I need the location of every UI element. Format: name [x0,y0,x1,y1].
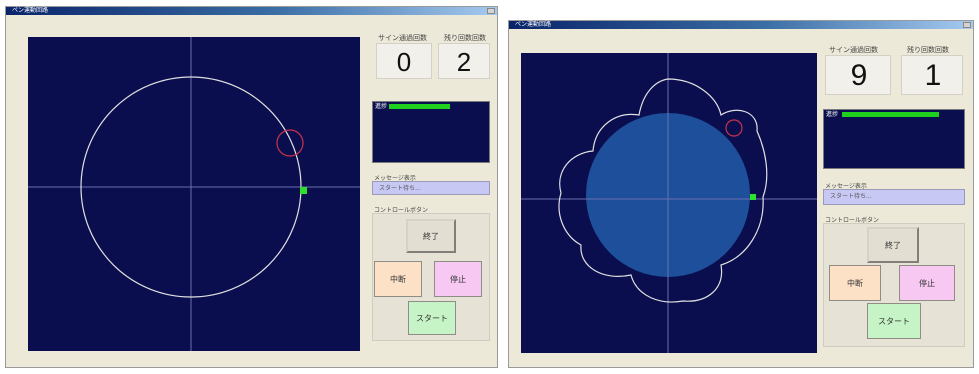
left-count-box [438,43,490,79]
right-counter-label: サイン通過回数 [829,46,878,54]
left-message-label: メッセージ表示 [374,175,416,182]
left-counter-label: サイン通過回数 [378,34,427,42]
left-title-bar: ペン運動回路 [6,7,497,15]
left-message-box: スタート待ち... [372,181,490,195]
right-plot-svg [521,53,817,353]
right-end-button[interactable]: 終了 [867,227,919,263]
left-pause-button[interactable]: 中断 [374,261,422,297]
right-message-box: スタート待ち... [823,189,965,205]
close-icon[interactable] [963,22,971,28]
right-plot-canvas [521,53,817,353]
right-count-box [901,55,963,95]
right-control-label: コントロールボタン [825,217,880,224]
right-window-title: ペン運動回路 [515,21,552,28]
right-trace-curve [558,78,768,303]
right-small-circle [725,119,743,137]
left-counter-value: 0 [396,47,412,77]
right-counter-value: 9 [850,59,868,92]
right-stop-button[interactable]: 停止 [899,265,955,301]
right-pause-button[interactable]: 中断 [829,265,881,301]
right-count-value: 1 [924,59,942,92]
left-gauge-label: 進捗 [375,103,388,110]
right-progress-gauge: 進捗 [823,109,965,169]
left-progress-gauge: 進捗 [372,101,490,163]
left-small-circle [276,129,304,157]
left-start-button[interactable]: スタート [408,301,456,335]
left-position-marker [300,187,307,194]
right-gauge-bar [842,112,939,117]
left-end-button[interactable]: 終了 [406,219,456,253]
right-title-bar: ペン運動回路 [509,21,973,29]
left-gauge-bar [389,104,450,109]
right-start-button[interactable]: スタート [867,303,921,339]
close-icon[interactable] [487,8,495,14]
right-counter-box [825,55,891,95]
right-gauge-label: 進捗 [826,111,839,118]
left-plot-svg [28,37,360,351]
left-count-label: 残り回数回数 [444,34,486,42]
left-count-value: 2 [456,47,472,77]
left-window-title: ペン運動回路 [12,7,49,14]
left-window: ペン運動回路 サイン通過回数 残り回数回数 0 2 進捗 メッセージ表示 スター… [5,6,498,368]
right-count-label: 残り回数回数 [907,46,949,54]
left-stop-button[interactable]: 停止 [434,261,482,297]
right-window: ペン運動回路 サイン通過回数 残り回数回数 9 1 進捗 メッセージ表示 スター… [508,20,974,368]
left-plot-canvas [28,37,360,351]
left-control-label: コントロールボタン [374,207,429,214]
right-message-label: メッセージ表示 [825,183,867,190]
left-counter-box [376,43,432,79]
right-position-marker [750,194,756,200]
